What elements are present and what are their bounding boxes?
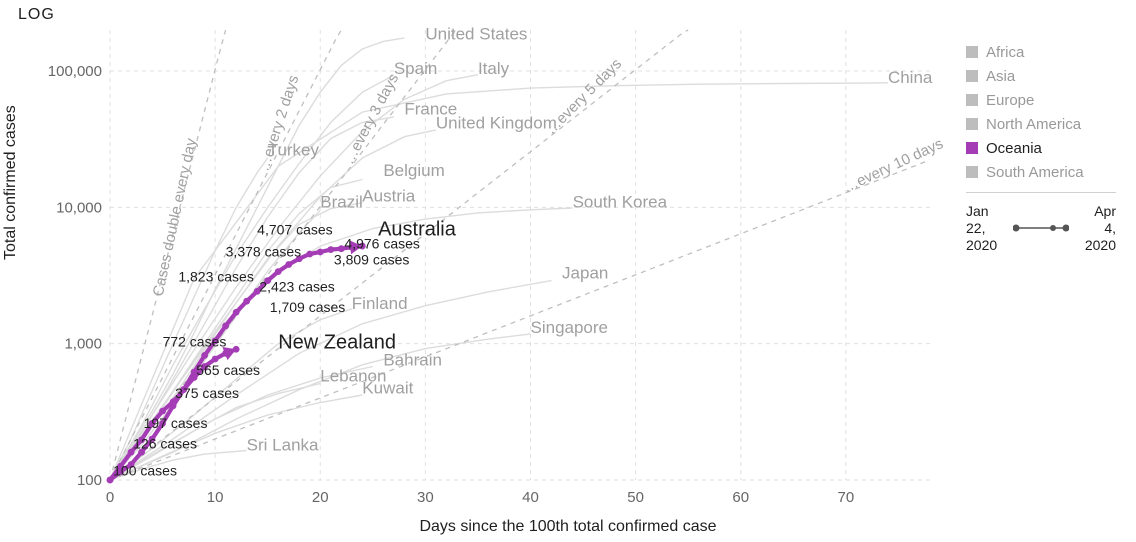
value-label: 565 cases — [196, 362, 260, 378]
country-label[interactable]: Finland — [352, 294, 408, 313]
legend: Africa Asia Europe North America Oceania Sout… — [966, 40, 1116, 253]
country-label[interactable]: Turkey — [268, 141, 320, 160]
value-label: 1,709 cases — [270, 299, 346, 315]
legend-label: Europe — [986, 92, 1034, 109]
legend-swatch — [966, 46, 978, 58]
value-label: 4,976 cases — [344, 236, 420, 252]
timeline-end: Apr4,2020 — [1074, 203, 1116, 253]
x-tick: 30 — [417, 489, 434, 506]
marker — [201, 352, 208, 359]
slider-icon — [1013, 221, 1069, 235]
marker — [222, 323, 229, 330]
bg-series — [110, 158, 268, 480]
value-label: 126 cases — [133, 436, 197, 452]
marker — [159, 408, 166, 415]
x-tick: 60 — [732, 489, 749, 506]
value-label: 772 cases — [163, 334, 227, 350]
y-tick: 100 — [77, 472, 102, 489]
y-tick: 10,000 — [56, 199, 102, 216]
legend-item-asia[interactable]: Asia — [966, 64, 1116, 88]
legend-label: Oceania — [986, 140, 1042, 157]
y-tick: 1,000 — [64, 336, 102, 353]
legend-swatch — [966, 166, 978, 178]
country-label[interactable]: Brazil — [320, 192, 363, 211]
legend-swatch — [966, 142, 978, 154]
value-label: 1,823 cases — [178, 269, 254, 285]
x-tick: 50 — [627, 489, 644, 506]
legend-swatch — [966, 118, 978, 130]
legend-divider — [966, 192, 1116, 193]
legend-item-africa[interactable]: Africa — [966, 40, 1116, 64]
marker — [285, 261, 292, 268]
country-label[interactable]: Belgium — [383, 161, 444, 180]
country-label[interactable]: Singapore — [531, 318, 609, 337]
x-tick: 40 — [522, 489, 539, 506]
legend-item-south-america[interactable]: South America — [966, 160, 1116, 184]
x-tick: 10 — [207, 489, 224, 506]
country-label[interactable]: China — [888, 68, 933, 87]
legend-item-oceania[interactable]: Oceania — [966, 136, 1116, 160]
legend-item-europe[interactable]: Europe — [966, 88, 1116, 112]
country-label[interactable]: Japan — [562, 264, 608, 283]
legend-label: Africa — [986, 44, 1024, 61]
value-label: 375 cases — [175, 385, 239, 401]
legend-label: Asia — [986, 68, 1015, 85]
country-label[interactable]: Sri Lanka — [247, 435, 319, 454]
country-label[interactable]: Spain — [394, 59, 437, 78]
timeline-start: Jan22,2020 — [966, 203, 1008, 253]
marker — [275, 268, 282, 275]
country-label[interactable]: United States — [425, 25, 527, 44]
country-label[interactable]: Kuwait — [362, 379, 413, 398]
country-label[interactable]: South Korea — [573, 192, 668, 211]
marker — [306, 251, 313, 258]
x-tick: 0 — [106, 489, 114, 506]
value-label: 4,707 cases — [257, 222, 333, 238]
marker — [317, 249, 324, 256]
country-label[interactable]: United Kingdom — [436, 113, 557, 132]
marker — [233, 309, 240, 316]
legend-swatch — [966, 94, 978, 106]
x-tick: 70 — [838, 489, 855, 506]
legend-label: South America — [986, 164, 1084, 181]
series-label[interactable]: New Zealand — [278, 332, 396, 354]
value-label: 2,423 cases — [259, 278, 335, 294]
legend-swatch — [966, 70, 978, 82]
time-slider[interactable]: Jan22,2020 Apr4,2020 — [966, 203, 1116, 253]
y-tick: 100,000 — [48, 63, 102, 80]
marker — [243, 298, 250, 305]
legend-label: North America — [986, 116, 1081, 133]
guide-label: …every 10 days — [840, 135, 945, 196]
value-label: 197 cases — [144, 415, 208, 431]
value-label: 100 cases — [113, 462, 177, 478]
legend-item-north-america[interactable]: North America — [966, 112, 1116, 136]
country-label[interactable]: Italy — [478, 59, 510, 78]
x-tick: 20 — [312, 489, 329, 506]
value-label: 3,378 cases — [226, 244, 302, 260]
value-label: 3,809 cases — [334, 252, 410, 268]
country-label[interactable]: Austria — [362, 187, 415, 206]
